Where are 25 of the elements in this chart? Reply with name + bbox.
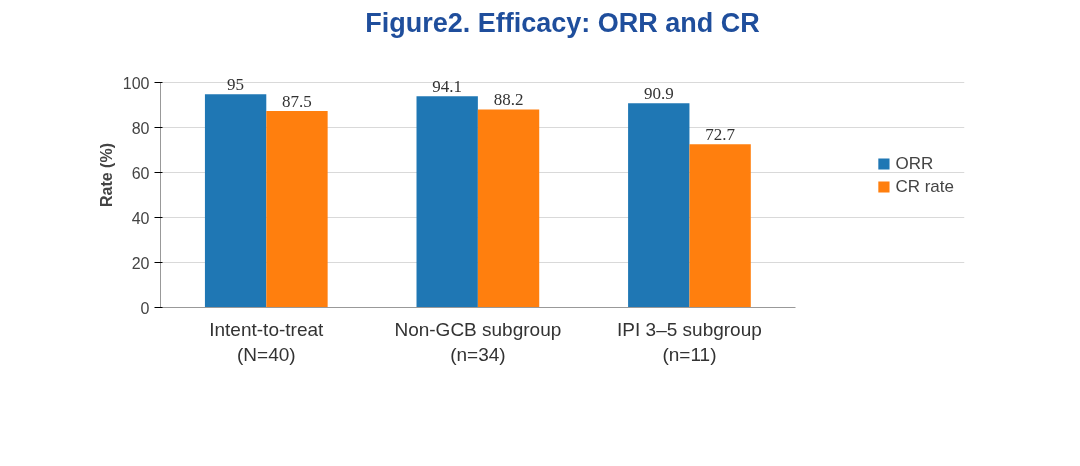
data-label: 72.7	[705, 125, 736, 145]
legend-label: CR rate	[895, 176, 954, 196]
chart-title: Figure2. Efficacy: ORR and CR	[365, 7, 760, 38]
bar	[416, 96, 478, 308]
bar	[477, 109, 540, 308]
bar	[204, 94, 267, 308]
x-tick-label: Non-GCB subgroup (n=34)	[394, 318, 562, 365]
legend-label: ORR	[895, 153, 934, 173]
data-label: 94.1	[432, 77, 463, 97]
bar	[689, 144, 751, 308]
data-label: 90.9	[643, 84, 674, 104]
y-tick-label: 80	[131, 119, 150, 137]
y-tick-label: 100	[122, 74, 150, 92]
y-tick-label: 20	[131, 254, 150, 272]
x-tick-label: Intent-to-treat (N=40)	[209, 318, 325, 365]
y-tick-label: 40	[131, 209, 150, 227]
x-tick-label: IPI 3–5 subgroup (n=11)	[617, 318, 762, 365]
bar	[266, 111, 328, 308]
data-label: 88.2	[493, 90, 524, 110]
y-tick-label: 0	[140, 299, 150, 317]
data-label: 95	[227, 75, 245, 95]
data-label: 87.5	[282, 92, 312, 111]
y-tick-label: 60	[131, 164, 150, 182]
y-axis-title: Rate (%)	[97, 142, 115, 207]
bar	[628, 103, 690, 308]
